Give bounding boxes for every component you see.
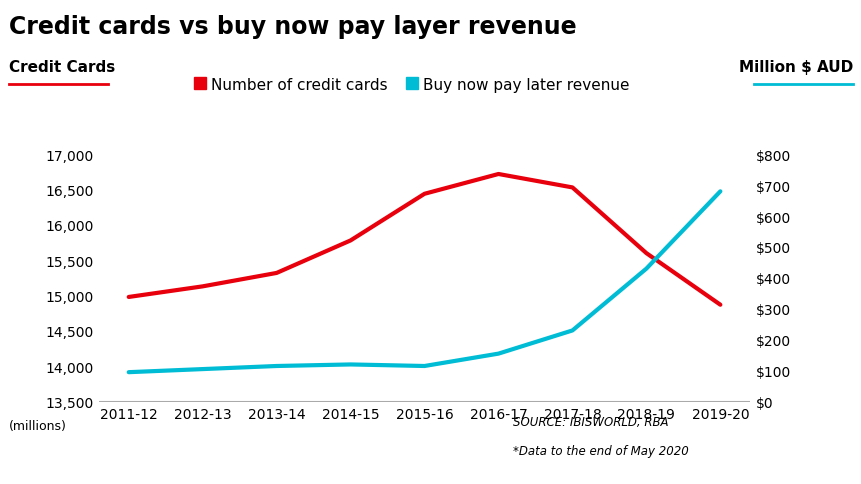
Text: Credit cards vs buy now pay layer revenue: Credit cards vs buy now pay layer revenu… (9, 15, 575, 38)
Text: Credit Cards: Credit Cards (9, 60, 115, 75)
Text: (millions): (millions) (9, 419, 66, 432)
Text: SOURCE: IBISWORLD, RBA: SOURCE: IBISWORLD, RBA (512, 415, 667, 428)
Legend: Number of credit cards, Buy now pay later revenue: Number of credit cards, Buy now pay late… (195, 77, 629, 92)
Text: *Data to the end of May 2020: *Data to the end of May 2020 (512, 444, 688, 457)
Text: Million $ AUD: Million $ AUD (738, 60, 852, 75)
